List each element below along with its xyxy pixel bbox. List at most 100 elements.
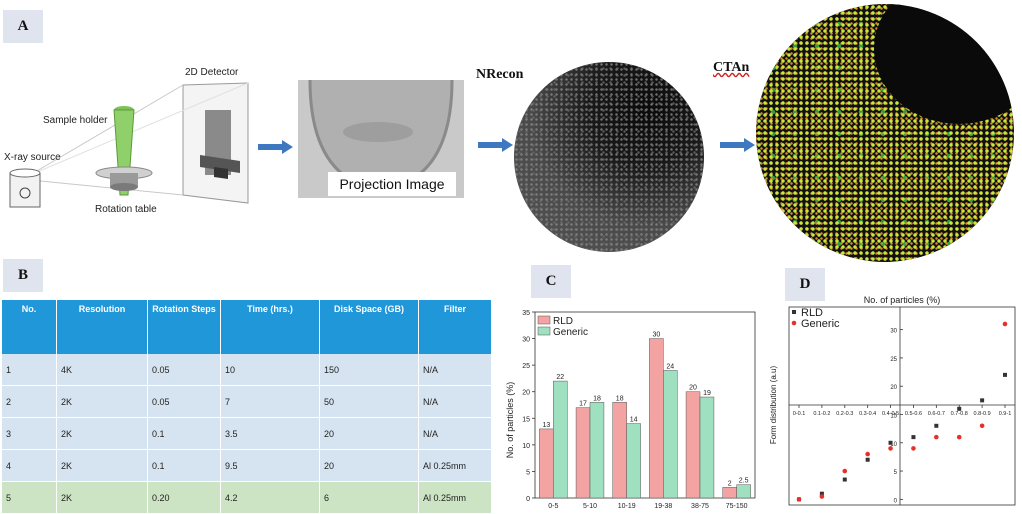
table-cell: 3.5 xyxy=(220,417,320,450)
point-rld xyxy=(819,491,824,496)
x-tick-label: 38-75 xyxy=(691,503,709,510)
bar-data-label: 30 xyxy=(652,332,660,339)
table-cell: 1 xyxy=(2,354,57,386)
y-tick-label: 35 xyxy=(522,310,530,317)
y-tick-label: 15 xyxy=(522,416,530,423)
column-header: Resolution xyxy=(56,300,148,354)
y-tick-label: 25 xyxy=(522,363,530,370)
bar-generic xyxy=(626,423,641,499)
bar-data-label: 2 xyxy=(728,480,732,487)
x-tick-label: 5-10 xyxy=(583,503,597,510)
bar-rld xyxy=(612,402,627,499)
point-generic xyxy=(796,497,802,502)
bar-data-label: 2.5 xyxy=(739,478,749,485)
table-cell: 9.5 xyxy=(220,449,320,482)
arrow-right-icon xyxy=(258,140,293,154)
x-tick-label: 75-150 xyxy=(726,503,748,510)
plot-frame xyxy=(788,306,1016,506)
bar-generic xyxy=(589,402,605,499)
x-tick-label: 0.3-0.4 xyxy=(859,411,876,417)
table-cell: 6 xyxy=(319,481,419,514)
scan-parameters-table: No. Resolution Rotation Steps Time (hrs.… xyxy=(2,300,492,514)
particle-size-bar-chart: No. of particles (%) 0 5 10 15 20 25 30 35 0-5 5-… xyxy=(505,310,756,510)
x-tick-label: 0.9-1 xyxy=(999,411,1012,417)
table-cell: 0.1 xyxy=(147,449,221,482)
chart-title: No. of particles (%) xyxy=(864,295,941,305)
bar-rld xyxy=(539,428,554,499)
table-cell: 5 xyxy=(2,481,57,514)
bar-data-label: 20 xyxy=(689,385,697,392)
point-rld xyxy=(980,398,985,403)
bar-rld xyxy=(685,391,701,499)
table-cell: 0.05 xyxy=(147,354,221,386)
legend-marker xyxy=(791,320,797,326)
bar-generic xyxy=(699,396,715,499)
point-rld xyxy=(911,435,916,440)
column-header: Disk Space (GB) xyxy=(319,300,419,354)
table-cell: 2K xyxy=(56,449,148,482)
segmentation-image xyxy=(756,4,1014,262)
table-cell: Al 0.25mm xyxy=(418,481,492,514)
table-cell: N/A xyxy=(418,354,492,386)
reconstruction-image xyxy=(514,62,704,252)
y-tick-label: 5 xyxy=(894,470,898,476)
projection-image-label: Projection Image xyxy=(328,172,456,196)
ctan-label: CTAn xyxy=(713,60,750,75)
bar-data-label: 22 xyxy=(556,374,564,381)
legend-label: Generic xyxy=(553,327,588,338)
x-tick-label: 19-38 xyxy=(654,503,672,510)
table-cell: 0.1 xyxy=(147,417,221,450)
y-tick-label: 30 xyxy=(522,337,530,344)
y-tick-label: 30 xyxy=(890,329,897,335)
table-cell: 2K xyxy=(56,385,148,418)
point-generic xyxy=(865,451,870,457)
table-cell: 4 xyxy=(2,449,57,482)
point-generic xyxy=(911,446,916,451)
x-tick-label: 0.8-0.9 xyxy=(974,411,991,417)
point-generic xyxy=(888,446,893,451)
legend-marker xyxy=(792,310,796,314)
point-generic xyxy=(956,434,962,440)
legend-swatch xyxy=(537,326,551,336)
panel-label-d: D xyxy=(785,268,825,301)
bar-data-label: 17 xyxy=(579,401,587,408)
table-cell: Al 0.25mm xyxy=(418,449,492,482)
y-tick-label: 0 xyxy=(894,498,898,504)
bar-data-label: 19 xyxy=(703,390,711,397)
rotation-table-label: Rotation table xyxy=(95,204,157,215)
table-cell: 3 xyxy=(2,417,57,450)
column-header: Filter xyxy=(418,300,492,354)
y-axis-label: No. of particles (%) xyxy=(505,382,515,459)
point-rld xyxy=(934,423,939,428)
point-generic xyxy=(979,423,985,429)
table-row: 5 2K 0.20 4.2 6 Al 0.25mm xyxy=(2,481,492,514)
table-row: 4 2K 0.1 9.5 20 Al 0.25mm xyxy=(2,449,492,482)
x-tick-label: 0.2-0.3 xyxy=(836,411,853,417)
plot-frame xyxy=(534,311,756,499)
column-header: No. xyxy=(2,300,57,354)
bar-rld xyxy=(722,487,737,499)
table-header-row: No. Resolution Rotation Steps Time (hrs.… xyxy=(2,300,492,354)
point-rld xyxy=(842,477,847,482)
arrow-right-icon xyxy=(720,138,755,152)
detector-label: 2D Detector xyxy=(185,67,239,78)
table-cell: 0.05 xyxy=(147,385,221,418)
table-cell: 20 xyxy=(319,417,419,450)
legend-label: RLD xyxy=(801,307,823,319)
table-cell: 2 xyxy=(2,385,57,418)
y-tick-label: 10 xyxy=(522,443,530,450)
table-cell: 2K xyxy=(56,481,148,514)
table-row: 2 2K 0.05 7 50 N/A xyxy=(2,385,492,418)
x-tick-label: 0-0.1 xyxy=(793,411,806,417)
y-tick-label: 20 xyxy=(522,390,530,397)
panel-label-a: A xyxy=(3,10,43,43)
x-tick-label: 0-5 xyxy=(548,503,558,510)
x-tick-label: 10-19 xyxy=(618,503,636,510)
point-generic xyxy=(842,468,848,474)
column-header: Rotation Steps xyxy=(147,300,221,354)
form-distribution-scatter-chart: No. of particles (%) Form distribution (… xyxy=(769,295,1016,506)
x-tick-label: 0.4-0.5 xyxy=(882,411,899,417)
bar-data-label: 14 xyxy=(630,417,638,424)
y-tick-label: 10 xyxy=(890,442,897,448)
table-cell: 4K xyxy=(56,354,148,386)
